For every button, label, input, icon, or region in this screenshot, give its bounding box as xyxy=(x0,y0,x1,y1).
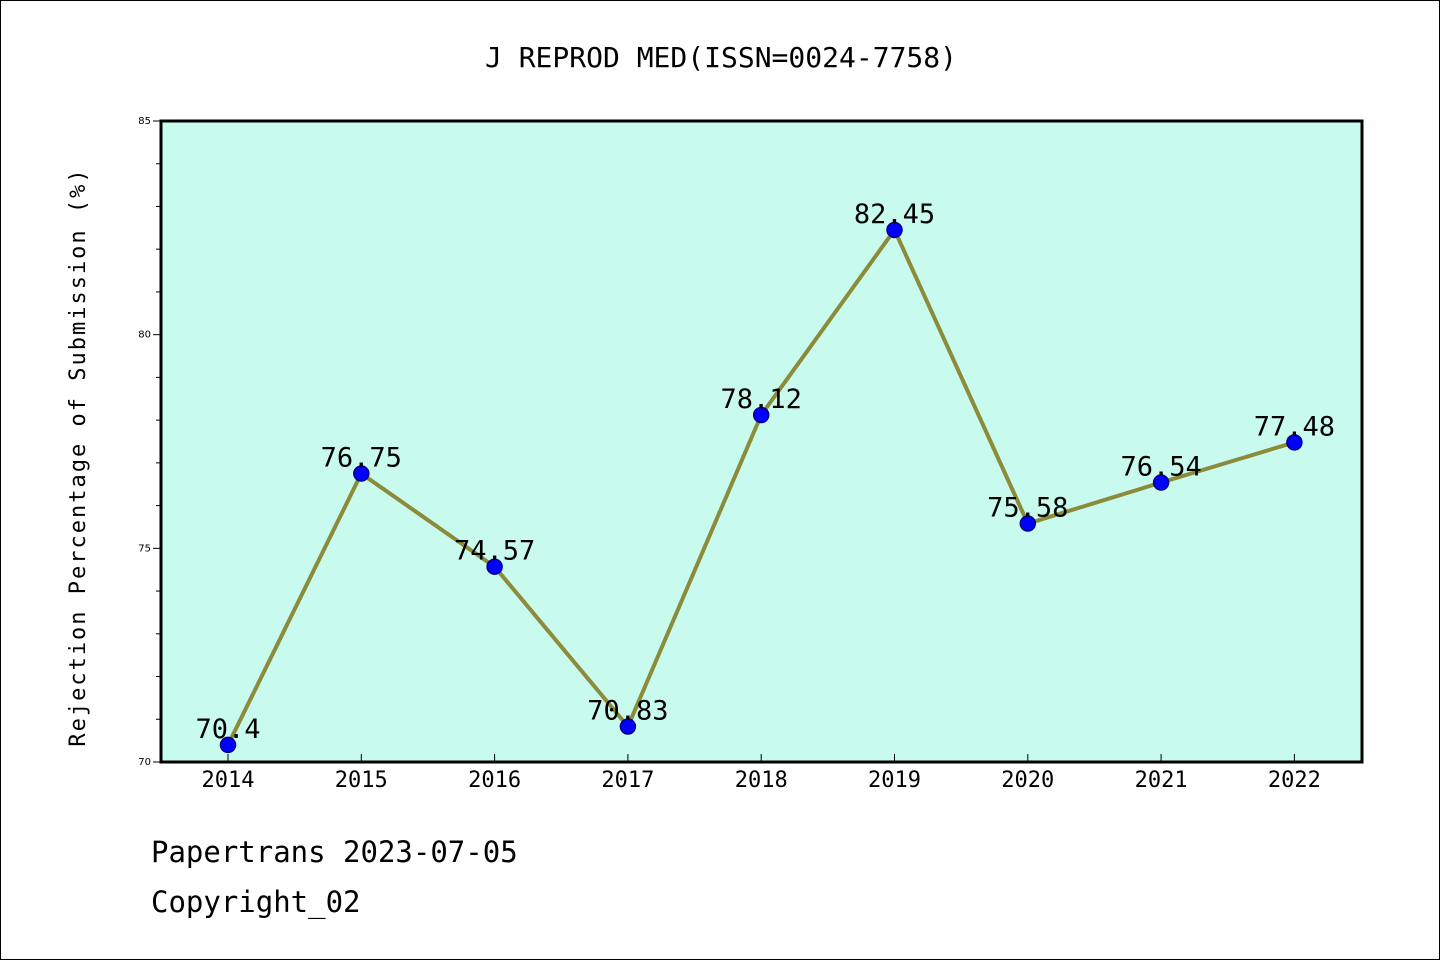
x-tick-label: 2014 xyxy=(202,768,255,793)
data-point xyxy=(886,221,903,239)
data-label: 70.4 xyxy=(195,714,260,745)
chart-title: J REPROD MED(ISSN=0024-7758) xyxy=(485,41,957,74)
data-label: 76.54 xyxy=(1120,452,1201,483)
x-axis-ticks: 2014 2015 2016 2017 2018 2019 2020 2021 2022 xyxy=(202,754,1321,793)
data-label: 74.57 xyxy=(454,536,535,567)
x-tick-label: 2019 xyxy=(868,768,921,793)
y-axis-ticks: 70 75 80 85 xyxy=(138,116,161,768)
data-label: 70.83 xyxy=(587,696,668,727)
data-label: 75.58 xyxy=(987,493,1068,524)
x-tick-label: 2017 xyxy=(601,768,654,793)
footer-source: Papertrans 2023-07-05 xyxy=(151,835,518,869)
x-tick-label: 2016 xyxy=(468,768,521,793)
data-label: 76.75 xyxy=(321,443,402,474)
data-point xyxy=(752,406,770,424)
data-point xyxy=(219,736,237,754)
footer-copyright: Copyright_02 xyxy=(151,885,361,919)
data-point xyxy=(1019,515,1037,532)
x-tick-label: 2022 xyxy=(1268,768,1321,793)
x-tick-label: 2021 xyxy=(1135,768,1188,793)
data-point xyxy=(619,718,637,735)
x-tick-label: 2015 xyxy=(335,768,388,793)
y-tick-label: 70 xyxy=(138,757,151,768)
x-tick-label: 2018 xyxy=(735,768,788,793)
y-tick-label: 75 xyxy=(138,543,151,554)
series-layer: 70.4 76.75 74.57 70.83 78.12 82.45 75.58 76.54 7… xyxy=(195,199,1335,754)
y-tick-label: 80 xyxy=(138,330,151,341)
data-label: 77.48 xyxy=(1254,411,1335,442)
plot-area xyxy=(159,119,1364,764)
data-label: 78.12 xyxy=(721,384,802,415)
data-point xyxy=(1152,474,1170,491)
y-tick-label: 85 xyxy=(138,116,151,127)
y-axis-label: Rejection Percentage of Submission (%) xyxy=(66,167,91,746)
data-point xyxy=(353,465,370,482)
x-tick-label: 2020 xyxy=(1001,768,1054,793)
data-point xyxy=(486,558,503,575)
data-label: 82.45 xyxy=(854,199,935,230)
data-point xyxy=(1286,434,1303,451)
